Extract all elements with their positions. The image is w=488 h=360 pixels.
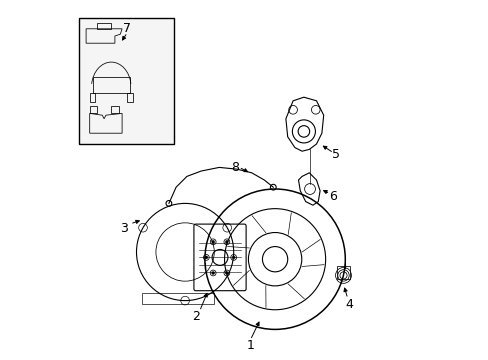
- Bar: [79, 18, 174, 144]
- Text: 1: 1: [246, 339, 254, 352]
- Bar: [79, 18, 174, 144]
- Circle shape: [211, 240, 214, 243]
- Text: 8: 8: [230, 161, 238, 174]
- Circle shape: [225, 271, 228, 274]
- Text: 5: 5: [332, 148, 340, 161]
- Circle shape: [232, 256, 235, 259]
- Text: 7: 7: [123, 22, 131, 35]
- Text: 6: 6: [328, 190, 336, 203]
- Circle shape: [211, 271, 214, 274]
- Text: 2: 2: [192, 310, 200, 323]
- Circle shape: [225, 240, 228, 243]
- Text: 4: 4: [344, 298, 352, 311]
- Text: 3: 3: [120, 222, 127, 235]
- Circle shape: [204, 256, 207, 259]
